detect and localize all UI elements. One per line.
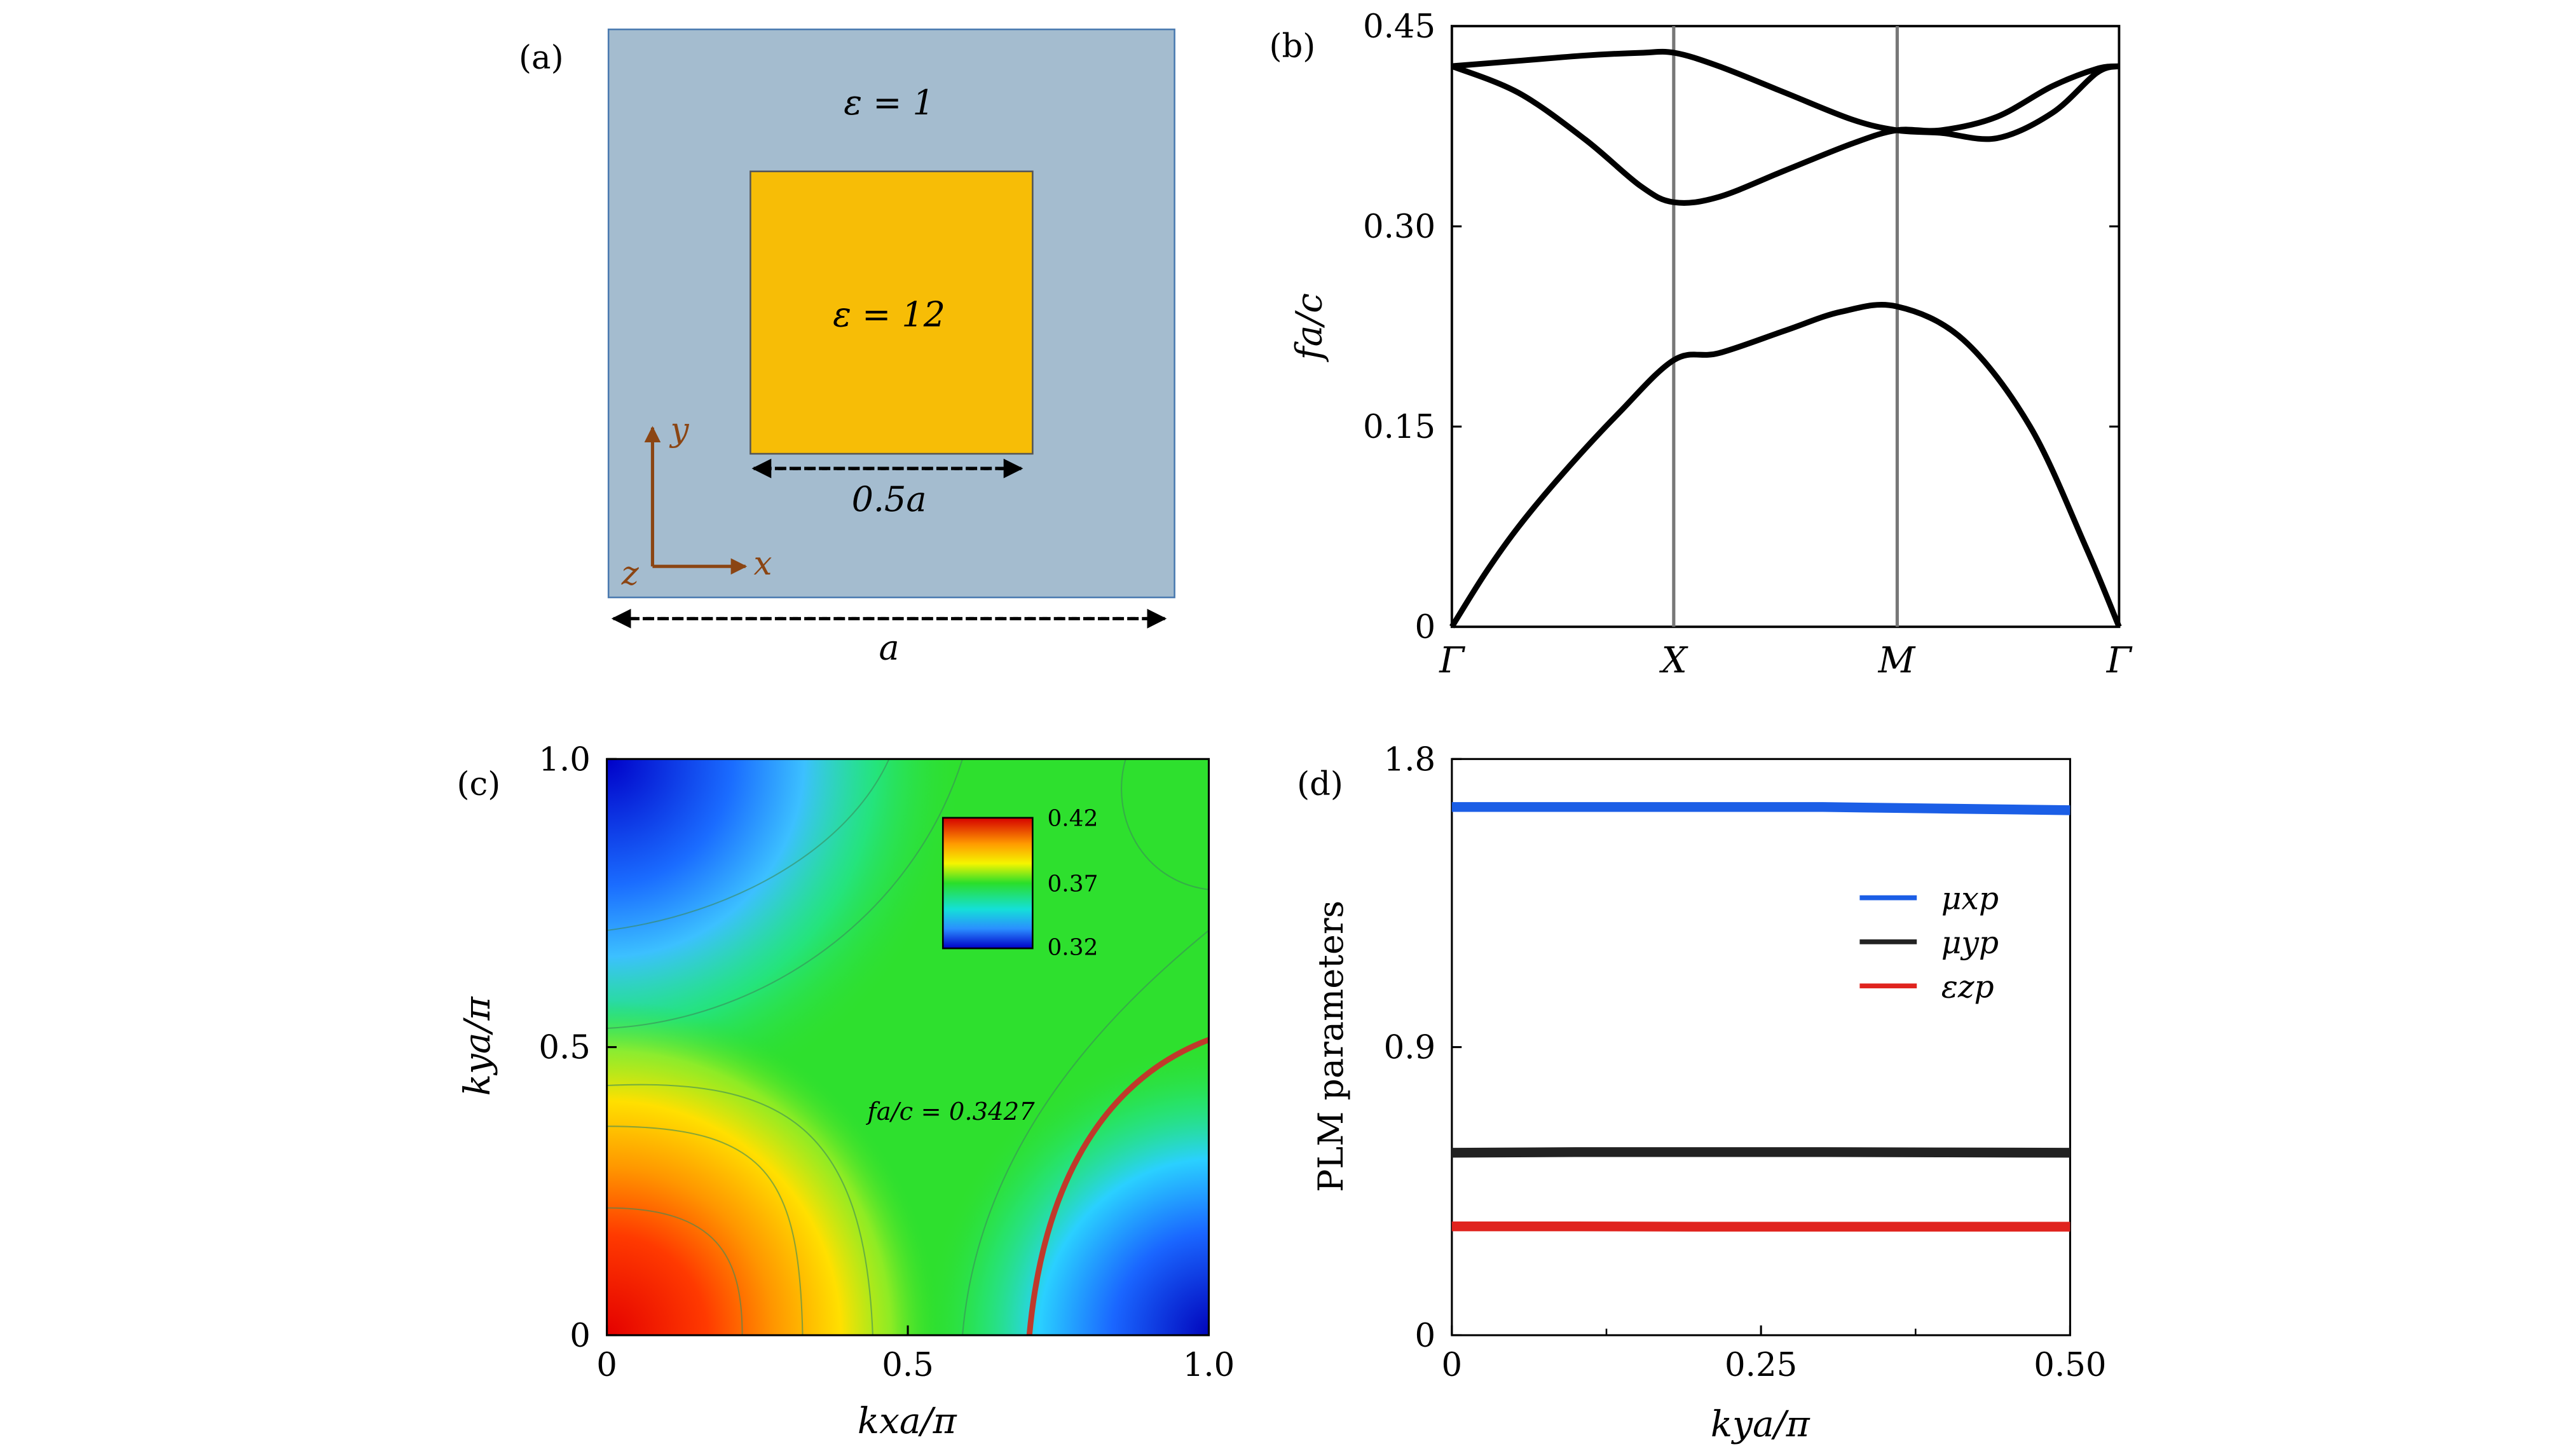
x-tick-label: 0 xyxy=(596,1346,617,1384)
eps-inner-label: ε = 12 xyxy=(833,295,945,335)
x-tick-label: 0.5 xyxy=(882,1346,934,1384)
eps-outer-label: ε = 1 xyxy=(844,83,934,123)
panel-a-label: (a) xyxy=(519,39,564,77)
band-2 xyxy=(1451,63,2119,206)
dielectric-square xyxy=(749,170,1034,455)
legend-label: μxp xyxy=(1941,881,1999,917)
colorbar-tick-label: 0.37 xyxy=(1047,871,1098,897)
x-tick-label: M xyxy=(1878,640,1916,681)
heatmap xyxy=(606,759,1209,1335)
iso-frequency-annotation: fa/c = 0.3427 xyxy=(866,1098,1036,1126)
legend-label: μyp xyxy=(1941,925,1999,961)
y-tick-label: 1.0 xyxy=(538,740,591,779)
plot-b-ylabel: fa/c xyxy=(1289,293,1331,362)
y-tick-label: 0.9 xyxy=(1384,1029,1436,1067)
y-tick-label: 0 xyxy=(570,1317,591,1355)
plm-series-group xyxy=(1451,802,2070,1232)
y-axis-label: y xyxy=(669,411,690,449)
x-tick-label: Γ xyxy=(2106,640,2133,681)
series-line-2 xyxy=(1451,1147,2070,1158)
y-tick-label: 0 xyxy=(1415,1317,1436,1355)
y-tick-label: 0.45 xyxy=(1363,8,1435,46)
y-tick-label: 0 xyxy=(1415,608,1436,646)
x-tick-label: 0.25 xyxy=(1725,1346,1797,1384)
legend: μxp μyp εzp xyxy=(1859,881,1999,1005)
heatmap-red-bottom-left xyxy=(606,759,1209,1335)
contour-line xyxy=(961,930,1209,1335)
iso-frequency-contour xyxy=(1026,1037,1209,1335)
x-tick-label: 1.0 xyxy=(1183,1346,1235,1384)
plot-d-ylabel: PLM parameters xyxy=(1311,901,1351,1192)
panel-a: (a) ε = 1 ε = 12 0.5a a y x z xyxy=(519,28,1175,668)
inner-width-label: 0.5a xyxy=(852,479,927,519)
x-tick-label: Γ xyxy=(1439,640,1465,681)
contour-line xyxy=(606,759,963,1030)
colorbar-tick-label: 0.42 xyxy=(1047,806,1098,832)
x-axis-label: x xyxy=(754,545,772,583)
panel-c-label: (c) xyxy=(457,765,501,803)
z-axis-label: z xyxy=(621,554,640,592)
plot-c-ylabel: kya/π xyxy=(457,996,498,1096)
panel-d: (d) 0 0.25 0.50 0 0.9 1.8 μxp μyp εzp kya/π PL… xyxy=(1297,740,2106,1445)
colorbar-tick-label: 0.32 xyxy=(1047,934,1098,960)
cell-width-label: a xyxy=(879,628,899,668)
colorbar xyxy=(941,817,1034,949)
panel-d-label: (d) xyxy=(1297,765,1343,803)
plot-d-frame xyxy=(1451,758,2071,1337)
y-tick-label: 0.30 xyxy=(1363,208,1435,246)
x-tick-label: X xyxy=(1659,640,1689,681)
contour-line xyxy=(606,1084,873,1335)
band-group xyxy=(1449,48,2122,629)
contour-line xyxy=(606,1207,743,1335)
x-tick-label: 0.50 xyxy=(2034,1346,2106,1384)
y-tick-label: 0.15 xyxy=(1363,408,1435,446)
band-3 xyxy=(1451,48,2120,142)
plot-c-xlabel: kxa/π xyxy=(858,1401,957,1442)
contour-line xyxy=(606,759,890,931)
contour-line xyxy=(606,1126,804,1335)
panel-c: (c) fa/c = 0.3427 0.42 0.37 0.32 0 0.5 1.0 0… xyxy=(457,740,1235,1442)
y-tick-label: 1.8 xyxy=(1384,740,1436,779)
contour-line xyxy=(1121,759,1209,890)
plot-d-xlabel: kya/π xyxy=(1711,1404,1810,1445)
panel-b: (b) 0 0.15 0.30 0.45 Γ X M Γ fa/c xyxy=(1269,8,2132,681)
panel-b-label: (b) xyxy=(1269,27,1315,65)
series-line-1 xyxy=(1451,802,2070,815)
legend-label: εzp xyxy=(1941,969,1994,1005)
band-1 xyxy=(1449,302,2122,629)
y-tick-label: 0.5 xyxy=(538,1029,591,1067)
x-tick-label: 0 xyxy=(1442,1346,1463,1384)
